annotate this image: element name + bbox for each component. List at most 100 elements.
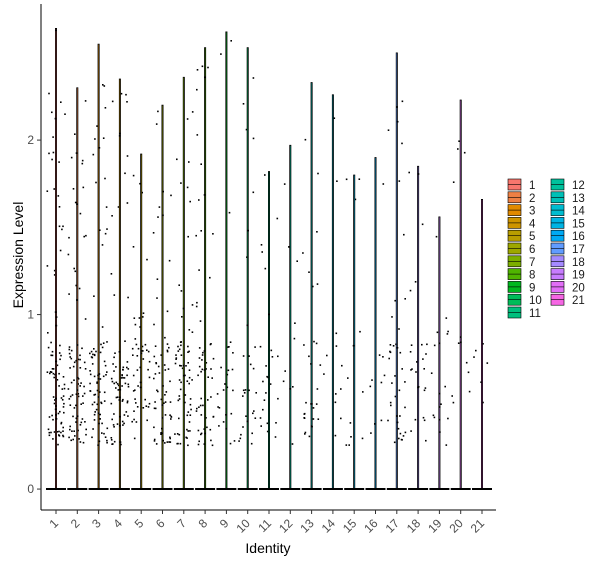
cell-point — [294, 322, 296, 324]
cell-point — [188, 369, 191, 371]
cell-point — [269, 383, 272, 385]
cell-point — [313, 340, 315, 343]
violin-4 — [118, 78, 121, 490]
cell-point — [255, 392, 257, 394]
cell-point — [185, 436, 187, 439]
cell-point — [250, 442, 253, 445]
cell-point — [120, 92, 123, 95]
cell-point — [58, 206, 61, 208]
cell-point — [127, 383, 130, 386]
cell-point — [262, 408, 264, 411]
cell-point — [349, 422, 352, 424]
cell-point — [460, 341, 462, 344]
cell-point — [248, 355, 250, 357]
legend-label-15: 15 — [572, 218, 585, 230]
cell-point — [74, 270, 77, 273]
cell-point — [178, 395, 181, 397]
y-tick-label: 2 — [27, 133, 34, 147]
legend-label-14: 14 — [572, 206, 585, 218]
cell-point — [310, 363, 312, 365]
cell-point — [345, 178, 348, 181]
cell-point — [82, 395, 84, 397]
cell-point — [252, 137, 255, 140]
cell-point — [362, 391, 364, 393]
cell-point — [184, 394, 187, 396]
cell-point — [126, 101, 128, 103]
cell-point — [340, 417, 342, 420]
x-axis-title: Identity — [245, 540, 290, 556]
cell-point — [105, 206, 108, 208]
violin-18 — [417, 165, 420, 490]
cell-point — [401, 100, 404, 103]
y-axis-title: Expression Level — [10, 202, 26, 309]
cell-point — [398, 180, 401, 182]
cell-point — [252, 367, 255, 370]
cell-point — [158, 206, 161, 208]
cell-point — [473, 356, 475, 358]
cell-point — [105, 374, 107, 376]
cell-point — [113, 413, 115, 415]
cell-point — [262, 380, 264, 383]
cell-point — [404, 381, 406, 383]
cell-point — [155, 443, 158, 445]
cell-point — [147, 350, 150, 353]
cell-point — [242, 355, 245, 357]
x-tick-label: 18 — [404, 516, 424, 536]
cell-point — [387, 419, 389, 422]
cell-point — [146, 419, 148, 422]
cell-point — [246, 324, 249, 327]
cell-point — [303, 412, 306, 415]
cell-point — [178, 379, 181, 381]
cell-point — [154, 407, 157, 410]
cell-point — [252, 77, 255, 79]
cell-point — [211, 377, 213, 379]
legend-label-3: 3 — [529, 206, 535, 218]
cell-point — [186, 118, 189, 120]
cell-point — [73, 379, 75, 381]
cell-point — [480, 381, 482, 383]
cell-point — [89, 373, 92, 376]
cell-point — [160, 354, 162, 356]
cell-point — [156, 278, 159, 280]
x-tick-label: 20 — [446, 516, 466, 536]
cell-point — [242, 426, 244, 428]
cell-point — [196, 134, 199, 136]
cell-point — [410, 430, 412, 432]
cell-point — [70, 349, 73, 352]
cell-point — [93, 401, 96, 404]
cell-point — [104, 107, 107, 109]
cell-point — [56, 379, 59, 381]
x-tick-label: 14 — [319, 516, 339, 536]
cell-point — [115, 366, 117, 368]
cell-point — [374, 423, 376, 425]
cell-point — [124, 340, 126, 342]
cell-point — [73, 407, 76, 409]
cell-point — [157, 216, 159, 218]
cell-point — [334, 434, 337, 437]
cell-point — [222, 421, 225, 423]
cell-point — [103, 360, 106, 363]
cell-point — [188, 376, 191, 379]
cell-point — [266, 430, 269, 433]
cell-point — [52, 418, 54, 421]
cell-point — [59, 344, 61, 347]
cell-point — [161, 417, 164, 419]
cell-point — [404, 406, 406, 409]
cell-point — [116, 423, 119, 425]
cell-point — [305, 401, 307, 404]
cell-point — [136, 406, 139, 408]
cell-point — [122, 368, 124, 371]
cell-point — [53, 274, 56, 276]
cell-point — [46, 265, 49, 267]
cell-point — [56, 431, 59, 433]
cell-point — [187, 345, 189, 348]
cell-point — [160, 433, 162, 435]
cell-point — [404, 298, 406, 300]
cell-point — [123, 422, 125, 425]
cell-point — [203, 428, 205, 430]
cell-point — [260, 244, 263, 246]
cell-point — [154, 345, 157, 347]
cell-point — [274, 436, 277, 438]
cell-point — [132, 246, 135, 248]
cell-point — [141, 191, 143, 194]
